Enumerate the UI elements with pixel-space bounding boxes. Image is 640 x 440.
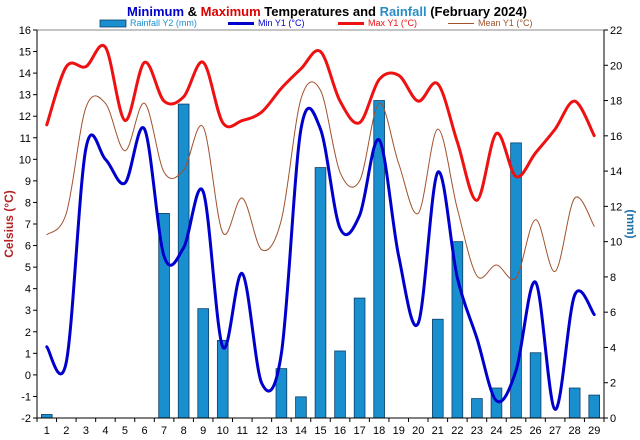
x-tick-label: 9 xyxy=(200,425,206,437)
rainfall-bar xyxy=(451,241,464,419)
y2-tick-label: 0 xyxy=(610,413,616,425)
rainfall-bar xyxy=(568,387,581,419)
title-part-2: Maximum xyxy=(201,4,261,19)
y1-tick-label: 2 xyxy=(25,327,31,339)
y1-tick-label: 11 xyxy=(20,133,31,145)
y1-tick-label: 1 xyxy=(25,348,31,360)
y1-tick-label: -1 xyxy=(21,391,31,403)
legend-swatch xyxy=(99,19,127,28)
x-tick-label: 13 xyxy=(275,425,287,437)
y1-tick-label: 3 xyxy=(25,305,31,317)
y2-tick-label: 4 xyxy=(610,342,616,354)
rainfall-bar xyxy=(295,396,307,419)
legend: Rainfall Y2 (mm) Min Y1 (°C) Max Y1 (°C) Me… xyxy=(99,18,532,28)
x-tick-label: 5 xyxy=(122,425,128,437)
x-tick-label: 19 xyxy=(393,425,405,437)
y1-tick-label: 0 xyxy=(25,370,31,382)
title-part-5: (February 2024) xyxy=(427,4,527,19)
x-tick-label: 11 xyxy=(237,425,248,437)
x-tick-label: 28 xyxy=(569,425,581,437)
y2-tick-label: 2 xyxy=(610,378,616,390)
x-tick-label: 15 xyxy=(314,425,326,437)
y1-tick-label: 6 xyxy=(25,241,31,253)
legend-label: Max Y1 (°C) xyxy=(368,18,417,28)
y1-tick-label: 4 xyxy=(25,284,31,296)
x-tick-label: 17 xyxy=(353,425,365,437)
series-line-min xyxy=(45,106,596,411)
rainfall-bar xyxy=(177,103,190,419)
x-tick-label: 3 xyxy=(83,425,89,437)
y1-tick-label: 12 xyxy=(19,111,31,123)
axes: -2-1012345678910111213141516024681012141… xyxy=(19,25,623,437)
rainfall-bar xyxy=(197,308,209,419)
rainfall-bar xyxy=(471,398,483,419)
x-tick-label: 14 xyxy=(295,425,307,437)
y1-tick-label: 9 xyxy=(25,176,31,188)
rainfall-bar xyxy=(40,414,53,419)
y1-tick-label: 10 xyxy=(19,154,31,166)
x-tick-label: 24 xyxy=(490,425,502,437)
chart-title: Minimum & Maximum Temperatures and Rainf… xyxy=(127,4,527,19)
y2-tick-label: 10 xyxy=(610,237,622,249)
rainfall-bar xyxy=(529,352,542,419)
x-tick-label: 10 xyxy=(217,425,229,437)
x-tick-label: 18 xyxy=(373,425,385,437)
y1-tick-label: 7 xyxy=(25,219,31,231)
title-part-4: Rainfall xyxy=(380,4,427,19)
rainfall-bar xyxy=(314,167,327,419)
title-part-1: & xyxy=(184,4,201,19)
rainfall-bars xyxy=(40,100,601,419)
temperature-lines xyxy=(45,43,596,411)
rainfall-bar xyxy=(510,142,522,419)
legend-label: Rainfall Y2 (mm) xyxy=(130,18,197,28)
series-line-max xyxy=(45,43,596,202)
x-tick-label: 23 xyxy=(471,425,483,437)
x-tick-label: 1 xyxy=(44,425,50,437)
rainfall-bar xyxy=(588,394,601,419)
x-tick-label: 29 xyxy=(588,425,600,437)
rainfall-bar xyxy=(216,339,229,419)
x-tick-label: 16 xyxy=(334,425,346,437)
rainfall-bar xyxy=(334,350,346,419)
y2-tick-label: 22 xyxy=(610,25,622,37)
legend-label: Min Y1 (°C) xyxy=(258,18,304,28)
series-line-mean xyxy=(46,81,595,281)
x-tick-label: 27 xyxy=(549,425,561,437)
y2-tick-label: 12 xyxy=(610,201,622,213)
y1-axis-title: Celsius (°C) xyxy=(2,190,16,257)
y1-tick-label: 8 xyxy=(25,197,31,209)
rainfall-bar xyxy=(432,318,444,419)
x-tick-label: 2 xyxy=(63,425,69,437)
y1-tick-label: 15 xyxy=(19,47,31,59)
x-tick-label: 26 xyxy=(529,425,541,437)
y1-tick-label: 5 xyxy=(25,262,31,274)
x-tick-label: 8 xyxy=(181,425,187,437)
y2-tick-label: 14 xyxy=(610,166,622,178)
title-part-0: Minimum xyxy=(127,4,184,19)
legend-label: Mean Y1 (°C) xyxy=(478,18,532,28)
y1-tick-label: 16 xyxy=(19,25,31,37)
x-tick-label: 22 xyxy=(451,425,463,437)
y1-tick-label: 13 xyxy=(19,90,31,102)
y2-tick-label: 18 xyxy=(610,96,622,108)
title-part-3: Temperatures and xyxy=(261,4,380,19)
x-tick-label: 20 xyxy=(412,425,424,437)
x-tick-label: 4 xyxy=(102,425,108,437)
x-tick-label: 12 xyxy=(256,425,268,437)
x-tick-label: 25 xyxy=(510,425,522,437)
rainfall-bar xyxy=(353,297,366,419)
x-tick-label: 21 xyxy=(432,425,444,437)
y1-tick-label: -2 xyxy=(21,413,31,425)
y2-tick-label: 16 xyxy=(610,131,622,143)
x-tick-label: 6 xyxy=(141,425,147,437)
y2-tick-label: 6 xyxy=(610,307,616,319)
y2-tick-label: 8 xyxy=(610,272,616,284)
y2-axis-title: (mm) xyxy=(624,209,638,238)
y1-tick-label: 14 xyxy=(19,68,31,80)
x-tick-label: 7 xyxy=(161,425,167,437)
y2-tick-label: 20 xyxy=(610,60,622,72)
